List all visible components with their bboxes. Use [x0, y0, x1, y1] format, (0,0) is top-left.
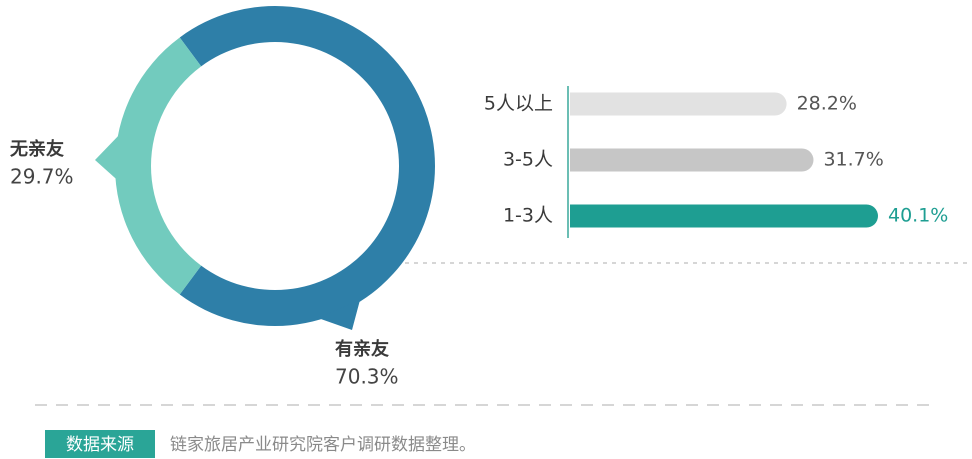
bar — [570, 148, 814, 172]
source-badge-text: 数据来源 — [66, 435, 134, 455]
bar — [570, 204, 878, 228]
segment-label: 有亲友 — [335, 338, 389, 360]
category-label: 3-5人 — [503, 149, 553, 171]
callout-tail — [95, 132, 124, 186]
source-badge — [45, 430, 155, 458]
category-label: 5人以上 — [484, 93, 553, 115]
donut-segment — [114, 37, 202, 295]
segment-value: 29.7% — [10, 165, 74, 189]
callout-tail — [318, 300, 360, 330]
value-label: 28.2% — [797, 93, 857, 115]
segment-label: 无亲友 — [10, 138, 64, 160]
segment-value: 70.3% — [335, 365, 399, 389]
bar-square-start — [570, 204, 593, 228]
value-label: 40.1% — [888, 205, 948, 227]
bar — [570, 92, 787, 116]
value-label: 31.7% — [823, 149, 883, 171]
source-text: 链家旅居产业研究院客户调研数据整理。 — [170, 435, 476, 455]
category-label: 1-3人 — [503, 205, 553, 227]
donut-segment — [179, 6, 436, 327]
bar-square-start — [570, 92, 593, 116]
bar-square-start — [570, 148, 593, 172]
